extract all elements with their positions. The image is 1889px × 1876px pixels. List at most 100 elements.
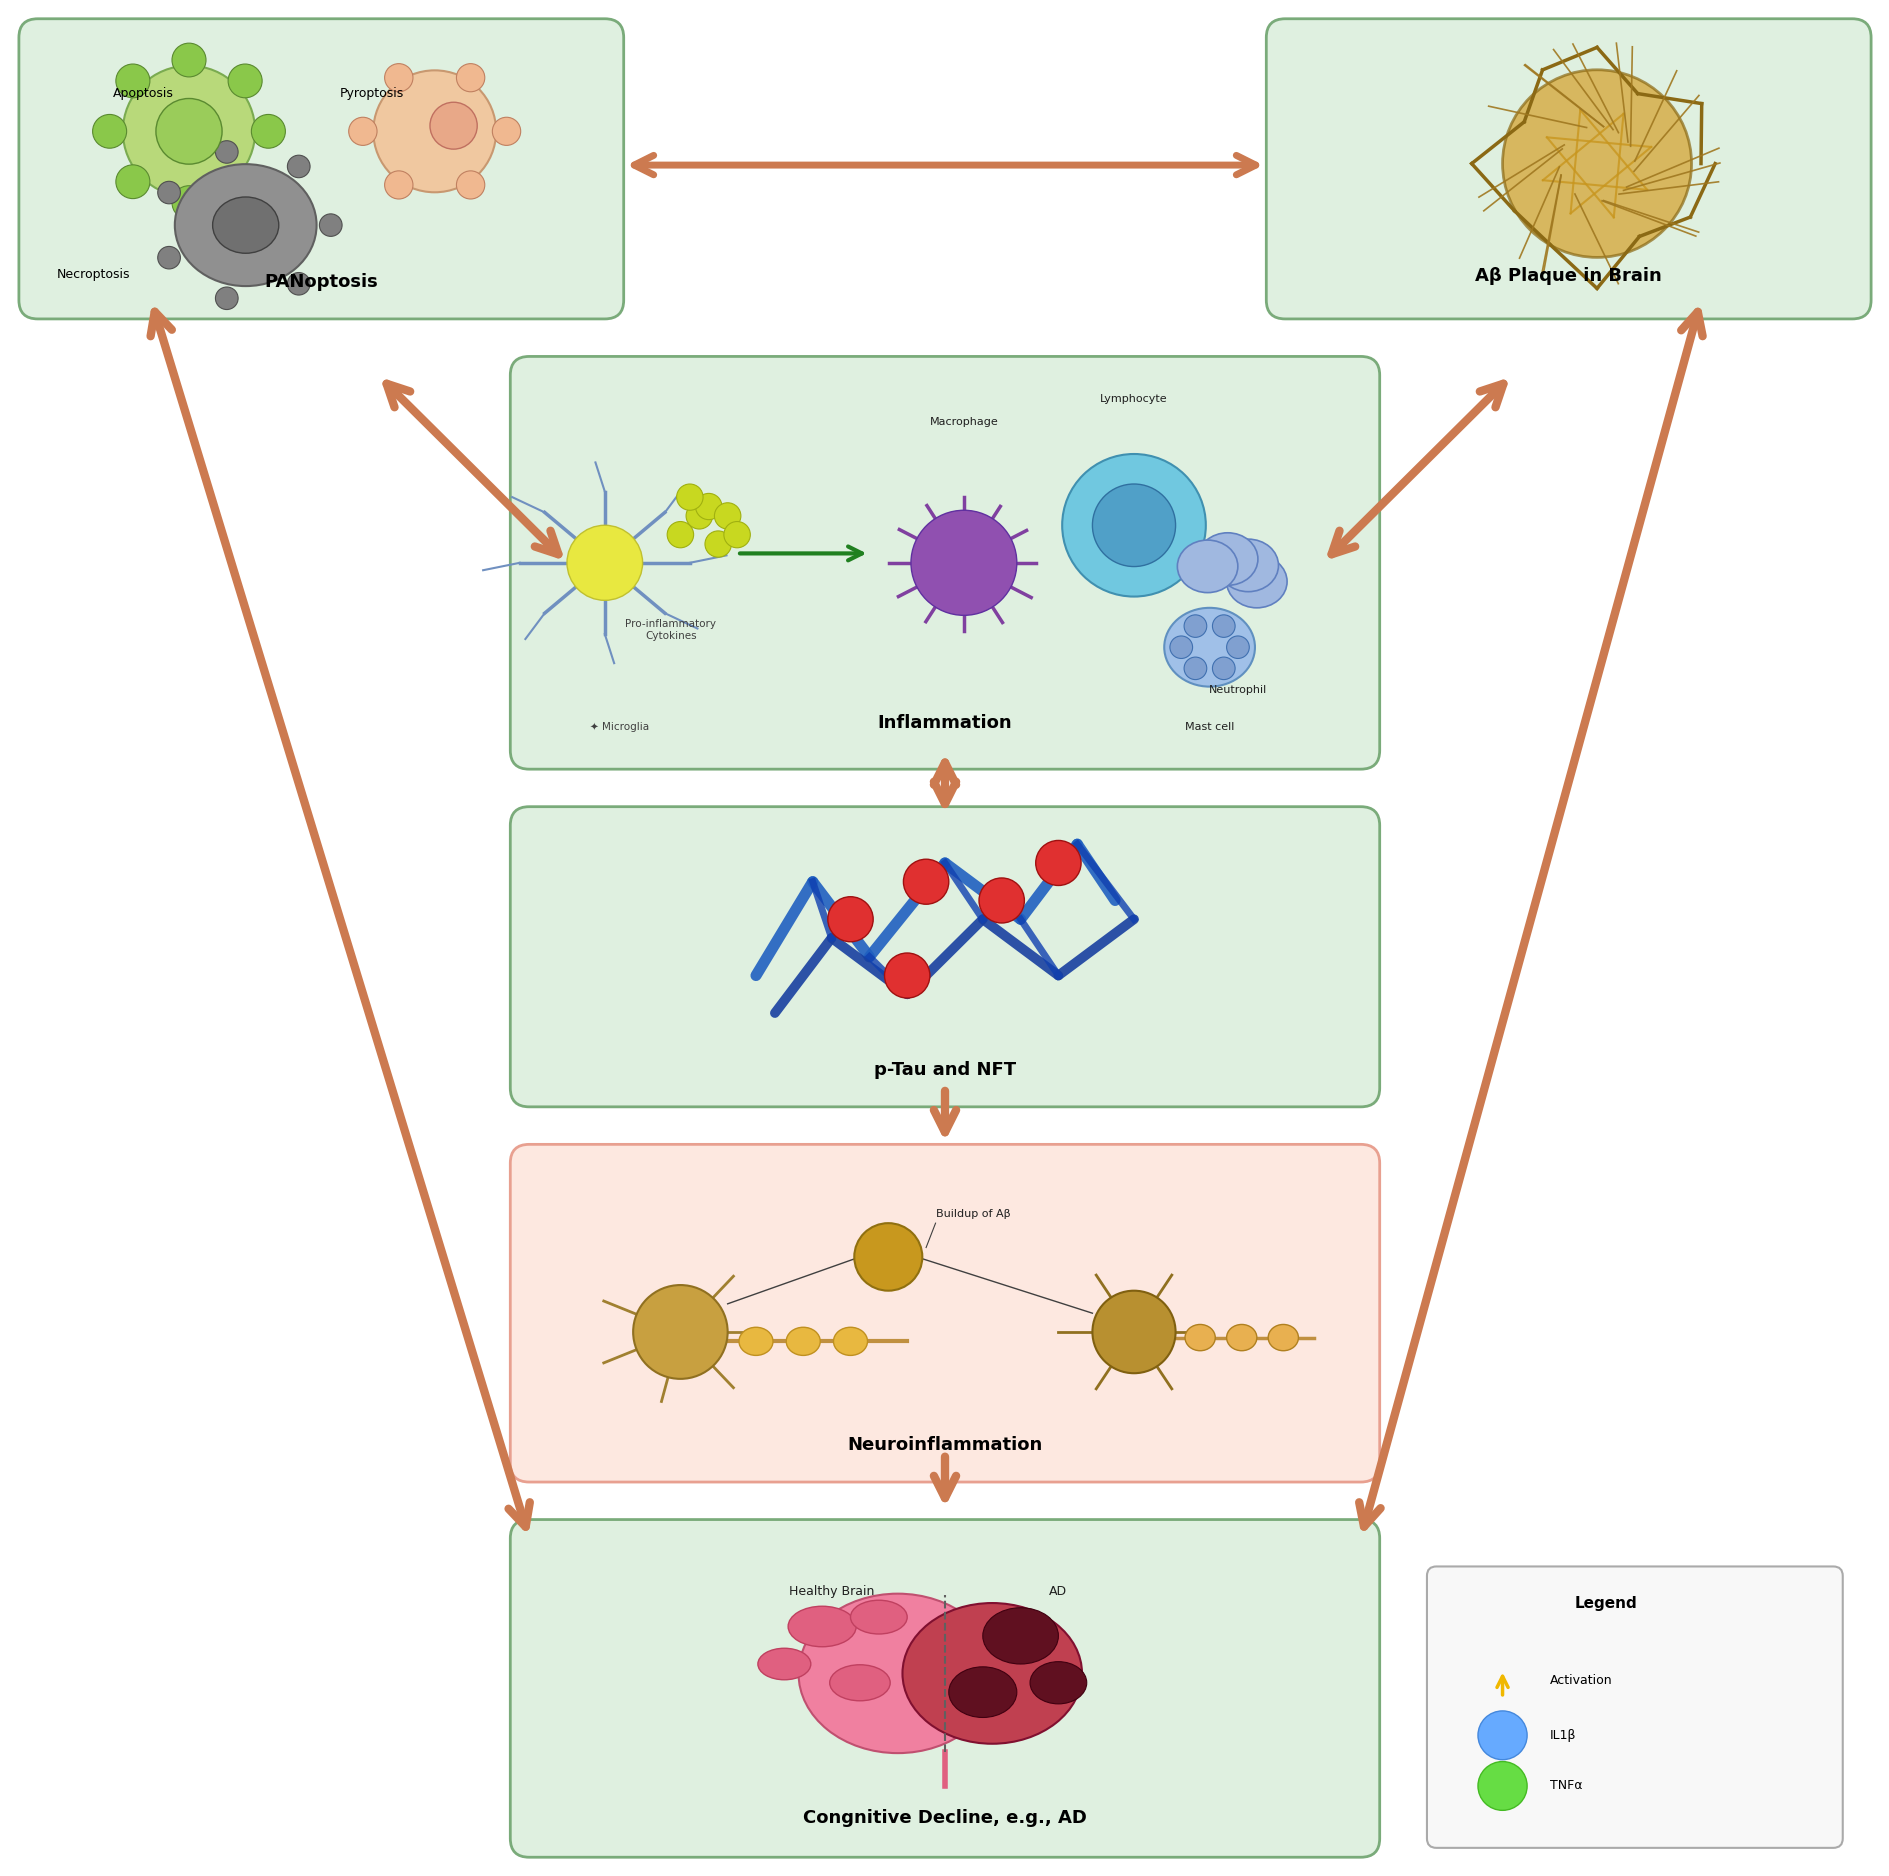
Text: ✦ Microglia: ✦ Microglia	[589, 722, 648, 732]
Circle shape	[1183, 657, 1205, 679]
Ellipse shape	[455, 171, 484, 199]
Ellipse shape	[372, 69, 495, 193]
Text: Buildup of Aβ: Buildup of Aβ	[935, 1210, 1009, 1219]
Text: Inflammation: Inflammation	[876, 713, 1013, 732]
Ellipse shape	[757, 1649, 810, 1679]
Ellipse shape	[948, 1668, 1016, 1718]
Ellipse shape	[429, 103, 476, 150]
Text: PANoptosis: PANoptosis	[264, 272, 378, 291]
Circle shape	[567, 525, 642, 600]
Ellipse shape	[850, 1600, 907, 1634]
Ellipse shape	[1217, 538, 1277, 591]
Ellipse shape	[157, 246, 179, 268]
Ellipse shape	[229, 64, 263, 98]
Circle shape	[903, 859, 948, 904]
Circle shape	[667, 522, 693, 548]
Ellipse shape	[1226, 1324, 1256, 1351]
Circle shape	[1477, 1711, 1526, 1760]
Ellipse shape	[215, 287, 238, 310]
Ellipse shape	[1226, 555, 1286, 608]
Ellipse shape	[172, 43, 206, 77]
Ellipse shape	[172, 186, 206, 219]
Ellipse shape	[797, 1595, 997, 1752]
Ellipse shape	[385, 64, 412, 92]
Ellipse shape	[174, 165, 317, 287]
Text: TNFα: TNFα	[1549, 1780, 1581, 1792]
Ellipse shape	[319, 214, 342, 236]
Text: Apoptosis: Apoptosis	[113, 88, 174, 99]
Circle shape	[1213, 657, 1235, 679]
Ellipse shape	[739, 1328, 773, 1354]
Circle shape	[1092, 1291, 1175, 1373]
Ellipse shape	[157, 99, 223, 165]
Ellipse shape	[229, 165, 263, 199]
Text: Activation: Activation	[1549, 1675, 1611, 1687]
Circle shape	[714, 503, 740, 529]
Ellipse shape	[115, 64, 149, 98]
Text: Healthy Brain: Healthy Brain	[788, 1585, 875, 1598]
Circle shape	[1035, 840, 1081, 885]
Ellipse shape	[287, 272, 310, 295]
Circle shape	[676, 484, 703, 510]
FancyBboxPatch shape	[1426, 1566, 1842, 1848]
Text: AD: AD	[1048, 1585, 1067, 1598]
Text: IL1β: IL1β	[1549, 1730, 1575, 1741]
Ellipse shape	[1030, 1662, 1086, 1703]
Ellipse shape	[833, 1328, 867, 1354]
FancyBboxPatch shape	[19, 19, 623, 319]
Ellipse shape	[383, 171, 412, 199]
Text: Neuroinflammation: Neuroinflammation	[846, 1435, 1043, 1454]
Circle shape	[827, 897, 873, 942]
Ellipse shape	[982, 1608, 1058, 1664]
Ellipse shape	[829, 1664, 890, 1702]
Ellipse shape	[115, 165, 149, 199]
Ellipse shape	[1198, 533, 1258, 585]
Text: Necroptosis: Necroptosis	[57, 268, 130, 281]
Ellipse shape	[1268, 1324, 1298, 1351]
Ellipse shape	[212, 197, 280, 253]
FancyBboxPatch shape	[1266, 19, 1870, 319]
Circle shape	[633, 1285, 727, 1379]
Text: Legend: Legend	[1574, 1596, 1638, 1611]
Circle shape	[1062, 454, 1205, 597]
Ellipse shape	[1164, 608, 1254, 687]
Ellipse shape	[1177, 540, 1237, 593]
Ellipse shape	[287, 156, 310, 178]
Ellipse shape	[157, 182, 179, 204]
Ellipse shape	[1184, 1324, 1215, 1351]
Text: Congnitive Decline, e.g., AD: Congnitive Decline, e.g., AD	[803, 1808, 1086, 1827]
Text: Pro-inflammatory
Cytokines: Pro-inflammatory Cytokines	[625, 619, 716, 642]
Circle shape	[1213, 615, 1235, 638]
Circle shape	[695, 493, 722, 520]
Ellipse shape	[93, 114, 127, 148]
Circle shape	[979, 878, 1024, 923]
Ellipse shape	[215, 141, 238, 163]
Text: Neutrophil: Neutrophil	[1209, 685, 1266, 694]
Text: Macrophage: Macrophage	[929, 416, 997, 428]
Circle shape	[723, 522, 750, 548]
Ellipse shape	[457, 64, 484, 92]
FancyBboxPatch shape	[510, 1144, 1379, 1482]
Circle shape	[884, 953, 929, 998]
Ellipse shape	[491, 118, 519, 146]
Text: Mast cell: Mast cell	[1184, 722, 1234, 732]
Circle shape	[1477, 1762, 1526, 1810]
Circle shape	[686, 503, 712, 529]
FancyBboxPatch shape	[510, 807, 1379, 1107]
Text: p-Tau and NFT: p-Tau and NFT	[873, 1060, 1016, 1079]
Circle shape	[854, 1223, 922, 1291]
Circle shape	[1502, 69, 1691, 257]
Circle shape	[705, 531, 731, 557]
Circle shape	[1092, 484, 1175, 567]
Circle shape	[1169, 636, 1192, 658]
Circle shape	[910, 510, 1016, 615]
Ellipse shape	[788, 1606, 856, 1647]
Circle shape	[1183, 615, 1205, 638]
Circle shape	[1226, 636, 1249, 658]
Text: Lymphocyte: Lymphocyte	[1099, 394, 1167, 403]
Text: Pyroptosis: Pyroptosis	[340, 88, 404, 99]
Ellipse shape	[786, 1328, 820, 1354]
Ellipse shape	[348, 118, 376, 146]
FancyBboxPatch shape	[510, 1520, 1379, 1857]
Text: Aβ Plaque in Brain: Aβ Plaque in Brain	[1475, 266, 1660, 285]
